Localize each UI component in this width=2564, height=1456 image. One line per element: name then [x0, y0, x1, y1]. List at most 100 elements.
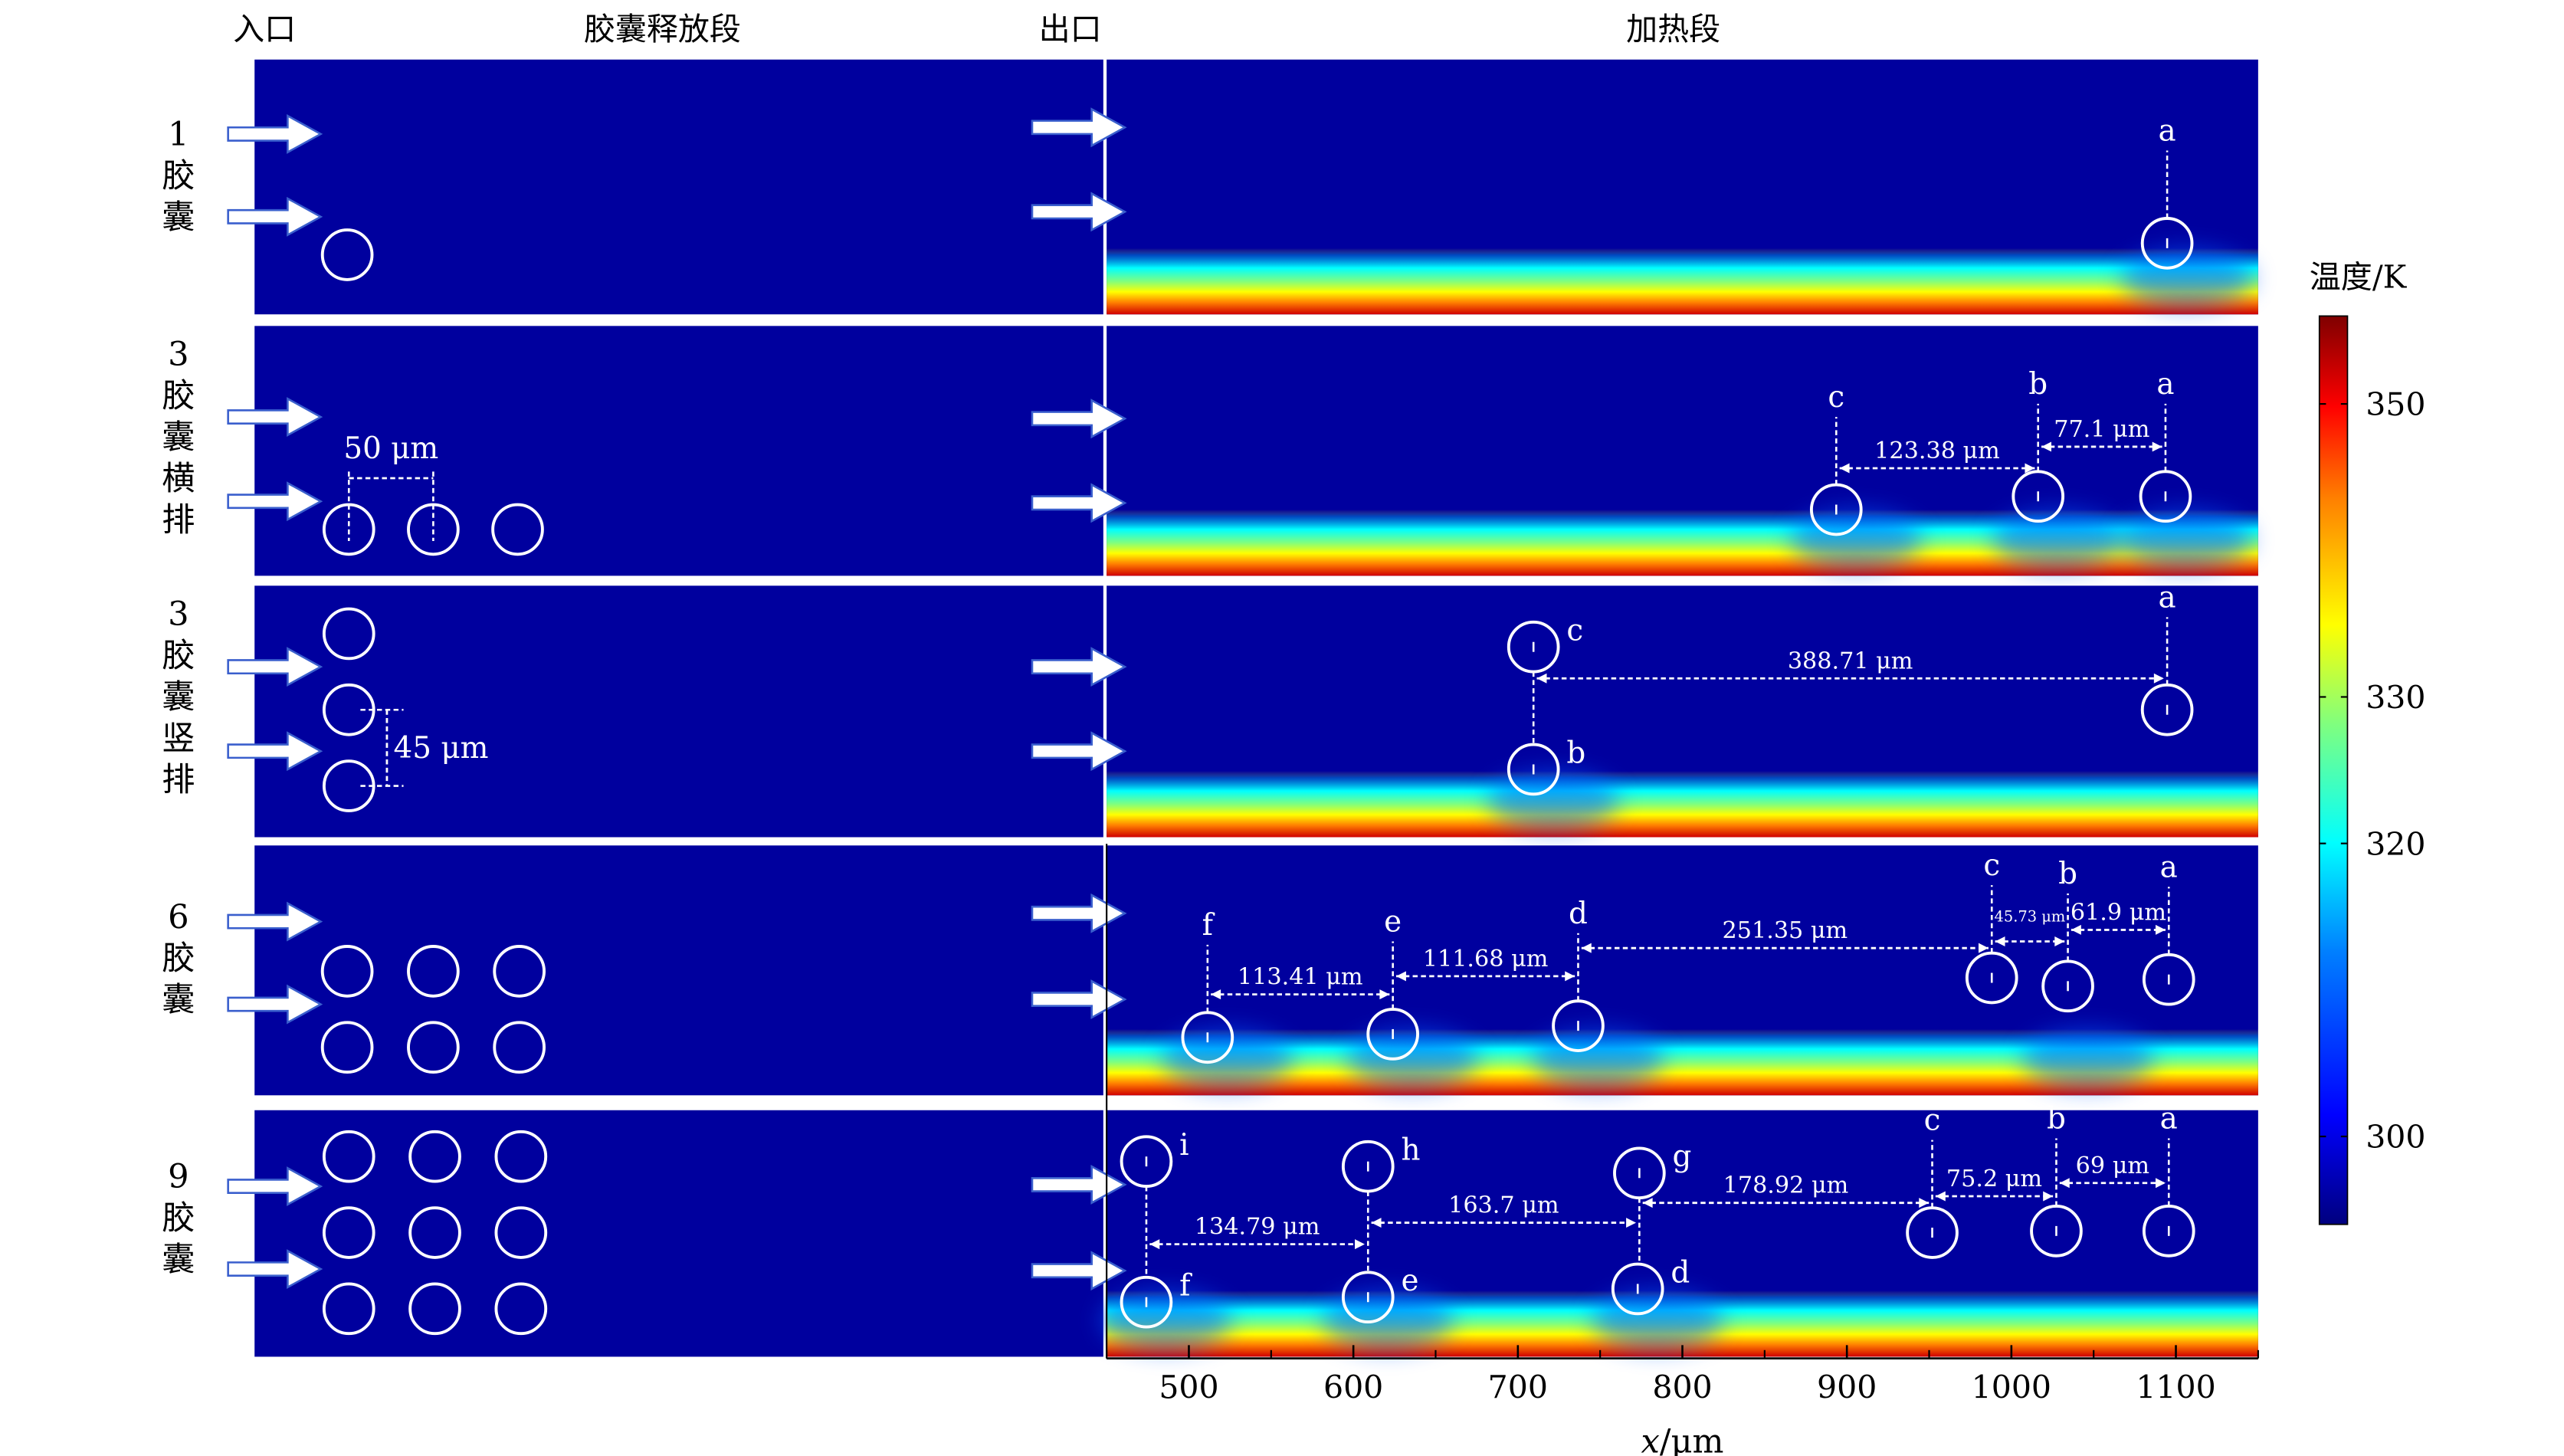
- release-channel: [254, 1110, 1103, 1357]
- spacing-label: 251.35 μm: [1723, 917, 1848, 944]
- capsule-label: c: [1924, 1103, 1941, 1138]
- release-channel: [254, 585, 1103, 838]
- x-axis-label: x/μm: [1641, 1423, 1724, 1456]
- capsule-a: a: [2140, 580, 2194, 736]
- thermal-plume: [1100, 1290, 1233, 1350]
- capsule-label: e: [1384, 905, 1402, 940]
- capsule-d: d: [1611, 1255, 1690, 1316]
- capsule-f: f: [1120, 1269, 1192, 1329]
- outlet-arrow: [1031, 1164, 1127, 1205]
- x-tick-label: 1000: [1972, 1369, 2051, 1405]
- inlet-capsule: [408, 1282, 461, 1336]
- row-label-char: 胶: [162, 940, 195, 978]
- capsule-label: a: [2156, 367, 2174, 402]
- inlet-arrow: [227, 1249, 323, 1289]
- release-channel: [254, 59, 1103, 315]
- outlet-header: 出口: [1039, 11, 1102, 48]
- spacing-dimension: 113.41 μm: [1211, 964, 1390, 1000]
- thermal-plume: [2021, 1028, 2154, 1089]
- capsule-circle: [1611, 1262, 1664, 1316]
- colorbar-tick-label: 330: [2366, 680, 2425, 717]
- capsule-a: a: [2142, 850, 2195, 1006]
- inlet-header: 入口: [233, 11, 296, 48]
- capsule-c: c: [1906, 1103, 1959, 1259]
- capsule-label: f: [1202, 908, 1215, 943]
- inlet-capsule: [408, 1130, 461, 1183]
- capsule-b: b: [1507, 736, 1585, 796]
- spacing-dimension: 45.73 μm: [1994, 908, 2065, 946]
- capsule-label: h: [1401, 1133, 1420, 1168]
- inlet-capsule: [320, 228, 374, 281]
- spacing-dimension: 69 μm: [2059, 1153, 2166, 1189]
- spacing-dimension: 77.1 μm: [2041, 416, 2162, 452]
- capsule-label: b: [2058, 857, 2077, 891]
- capsule-label: a: [2159, 114, 2176, 149]
- spacing-dimension: 134.79 μm: [1149, 1214, 1365, 1250]
- spacing-label: 69 μm: [2076, 1153, 2149, 1179]
- spacing-label: 45.73 μm: [1994, 908, 2065, 926]
- row-label-char: 囊: [162, 678, 195, 717]
- outlet-arrow: [1031, 192, 1127, 232]
- row-label-char: 囊: [162, 418, 195, 457]
- outlet-arrow: [1031, 107, 1127, 148]
- inlet-arrow: [227, 113, 323, 154]
- row-label-char: 胶: [162, 157, 195, 195]
- row-label-char: 排: [162, 761, 195, 799]
- capsule-e: e: [1366, 905, 1419, 1061]
- outlet-arrow: [1031, 979, 1127, 1020]
- row-label-char: 9: [168, 1158, 189, 1196]
- inlet-arrow: [227, 731, 323, 772]
- spacing-dimension: 178.92 μm: [1642, 1172, 1930, 1208]
- thermal-plume: [1992, 510, 2124, 569]
- row-1: 1胶囊 a: [162, 59, 2258, 315]
- capsule-label: b: [1566, 736, 1585, 770]
- outlet-arrow: [1031, 1251, 1127, 1291]
- capsule-a: a: [2139, 367, 2192, 523]
- inlet-capsule: [322, 607, 375, 661]
- capsule-b: b: [2030, 1101, 2083, 1258]
- spacing-dimension: 111.68 μm: [1395, 946, 1575, 982]
- inlet-arrow: [227, 1166, 323, 1207]
- inlet-capsule: [320, 1021, 374, 1074]
- capsule-label: d: [1671, 1255, 1690, 1290]
- outlet-arrow: [1031, 893, 1127, 933]
- x-axis: x/μm 500 600 700 800 900 1000 1100: [1106, 844, 2259, 1456]
- capsule-circle: [1507, 743, 1560, 796]
- row-label-char: 胶: [162, 377, 195, 415]
- capsule-circle: [1341, 1271, 1395, 1324]
- inlet-capsule: [493, 945, 546, 998]
- row-label-char: 1: [168, 116, 189, 154]
- inlet-capsule: [493, 1021, 546, 1074]
- inlet-capsule: [494, 1206, 548, 1259]
- x-tick-label: 1100: [2136, 1369, 2215, 1405]
- x-tick-label: 900: [1817, 1369, 1877, 1405]
- thermal-plume: [1532, 1028, 1664, 1089]
- spacing-label: 123.38 μm: [1874, 438, 2000, 464]
- spacing-dimension: 163.7 μm: [1371, 1192, 1637, 1228]
- capsule-label: c: [1828, 380, 1844, 415]
- thermal-plume: [1591, 1290, 1724, 1350]
- capsule-label: a: [2159, 580, 2176, 615]
- outlet-arrow: [1031, 647, 1127, 687]
- row-label-char: 胶: [162, 637, 195, 675]
- inlet-capsule: [408, 1206, 461, 1259]
- colorbar-tick-label: 300: [2366, 1119, 2425, 1156]
- row-label-char: 胶: [162, 1199, 195, 1238]
- capsule-label: c: [1983, 848, 2000, 883]
- capsule-label: i: [1179, 1128, 1189, 1163]
- spacing-label: 111.68 μm: [1423, 946, 1549, 972]
- spacing-label: 388.71 μm: [1788, 648, 1913, 674]
- x-tick-label: 700: [1488, 1369, 1548, 1405]
- inlet-capsule: [494, 1282, 548, 1336]
- inlet-capsule: [407, 945, 460, 998]
- heating-section-header: 加热段: [1626, 11, 1720, 48]
- row-label-char: 竖: [162, 720, 195, 758]
- inlet-arrow: [227, 397, 323, 438]
- inlet-capsule: [320, 945, 374, 998]
- capsule-a: a: [2140, 114, 2194, 270]
- capsule-c: c: [1965, 848, 2018, 1005]
- inlet-capsule: [322, 1130, 375, 1183]
- inlet-capsule: [491, 503, 544, 556]
